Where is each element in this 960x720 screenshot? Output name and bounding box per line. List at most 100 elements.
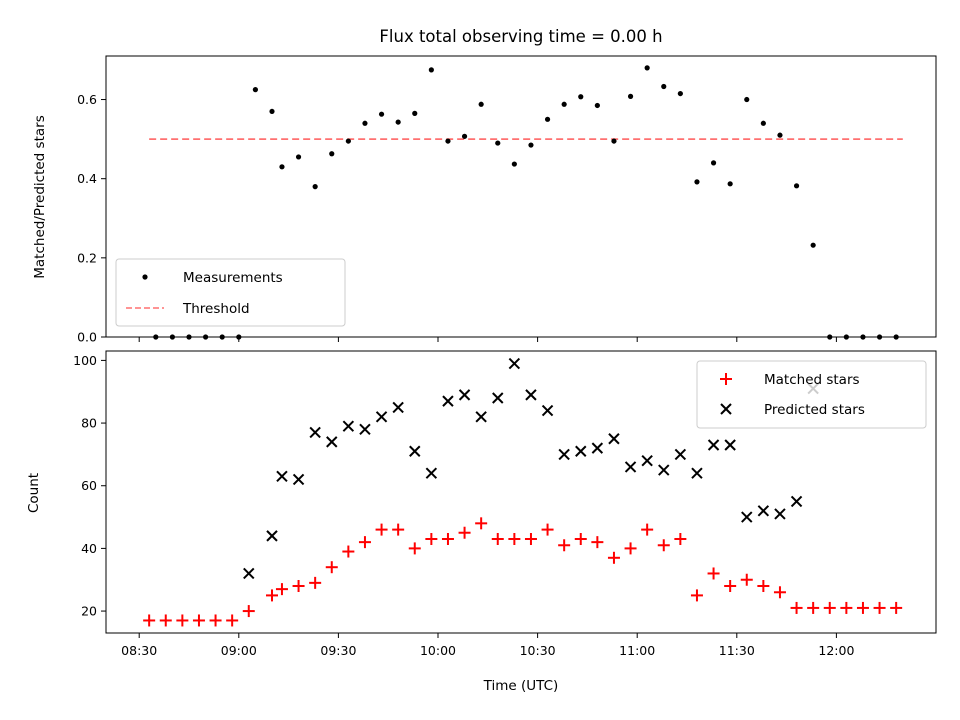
predicted-star-point [425, 467, 438, 479]
bottom-y-tick-label: 100 [73, 353, 97, 368]
measurement-point [295, 154, 302, 160]
matched-star-point [890, 601, 903, 614]
predicted-star-point [276, 470, 288, 483]
measurement-point [495, 140, 501, 146]
measurement-point [461, 133, 468, 139]
matched-stars-series [143, 517, 903, 627]
measurement-point [345, 138, 351, 144]
matched-star-point [690, 589, 703, 602]
top-y-axis: 0.0 0.2 0.4 0.6 [77, 92, 106, 345]
predicted-star-point [442, 395, 454, 407]
matched-star-point [375, 523, 388, 536]
matched-star-point [266, 589, 278, 602]
matched-star-point [873, 601, 886, 614]
measurement-point [329, 151, 335, 157]
bottom-x-tick-label: 09:00 [221, 643, 257, 658]
measurement-point [561, 101, 567, 107]
measurement-point [169, 334, 175, 340]
measurement-point [252, 87, 258, 93]
predicted-star-point [492, 392, 504, 404]
matched-star-point [458, 526, 471, 539]
predicted-star-point [309, 426, 321, 439]
predicted-star-point [375, 411, 388, 423]
matched-star-point [325, 561, 338, 574]
measurement-point [860, 334, 866, 340]
predicted-star-point [525, 389, 537, 401]
measurement-point [876, 334, 883, 340]
matched-star-point [475, 517, 488, 530]
predicted-star-point [608, 433, 620, 445]
legend-matched-label: Matched stars [764, 372, 860, 388]
predicted-star-point [326, 436, 338, 448]
measurement-point [644, 65, 650, 71]
matched-star-point [226, 614, 239, 627]
measurement-point [362, 120, 368, 126]
measurement-point [219, 334, 225, 340]
matched-star-point [176, 614, 189, 627]
bottom-x-tick-label: 10:00 [420, 643, 456, 658]
bottom-x-tick-label: 10:30 [520, 643, 556, 658]
predicted-star-point [624, 461, 637, 473]
measurement-point [793, 183, 800, 189]
matched-star-point [275, 583, 288, 596]
measurement-point [279, 164, 285, 170]
matched-star-point [574, 533, 587, 545]
matched-star-point [242, 605, 255, 618]
measurement-point [611, 138, 617, 144]
predicted-star-point [243, 567, 255, 580]
top-y-tick-label: 0.0 [77, 330, 97, 345]
measurement-point [594, 102, 600, 109]
matched-star-point [707, 567, 720, 580]
x-axis-label: Time (UTC) [483, 678, 559, 694]
matched-star-point [807, 601, 820, 614]
predicted-star-point [741, 511, 753, 523]
legend-threshold-label: Threshold [182, 301, 250, 317]
matched-star-point [541, 523, 554, 536]
matched-star-point [408, 542, 421, 555]
matched-star-point [840, 601, 853, 614]
top-panel-frame [105, 55, 937, 338]
matched-star-point [607, 551, 620, 564]
matched-star-point [441, 533, 454, 545]
measurement-point [893, 334, 899, 340]
legend-measurements-marker [142, 274, 148, 280]
matched-star-point [740, 573, 753, 586]
measurement-point [445, 138, 451, 144]
matched-star-point [143, 614, 156, 627]
matched-star-point [790, 601, 803, 614]
top-legend-box [115, 258, 346, 327]
legend-measurements-label: Measurements [183, 270, 283, 286]
bottom-legend: Matched stars Predicted stars [696, 360, 927, 429]
measurement-point [810, 242, 816, 248]
matched-star-point [159, 614, 172, 627]
bottom-x-tick-label: 11:30 [719, 643, 755, 658]
predicted-star-point [558, 448, 570, 461]
top-legend: Measurements Threshold [115, 258, 346, 327]
predicted-star-point [641, 454, 653, 467]
measurement-point [511, 161, 517, 167]
bottom-x-tick-label: 08:30 [121, 643, 157, 658]
top-y-tick-label: 0.4 [77, 171, 97, 186]
measurement-point [843, 334, 849, 340]
matched-star-point [591, 536, 604, 549]
predicted-star-point [392, 401, 404, 414]
measurement-point [395, 119, 401, 125]
bottom-x-tick-label: 11:00 [619, 643, 655, 658]
legend-predicted-label: Predicted stars [764, 402, 865, 418]
matched-star-point [524, 533, 537, 545]
bottom-y-tick-label: 60 [81, 478, 97, 493]
chart-title: Flux total observing time = 0.00 h [379, 27, 662, 46]
predicted-star-point [790, 495, 803, 508]
predicted-star-point [475, 411, 487, 423]
matched-star-point [823, 601, 836, 614]
matched-star-point [342, 545, 355, 558]
predicted-star-point [458, 389, 471, 401]
matched-star-point [292, 580, 305, 592]
matched-star-point [657, 539, 670, 552]
bottom-y-axis: 20 40 60 80 100 [73, 353, 106, 619]
matched-star-point [192, 614, 205, 627]
measurement-point [528, 142, 534, 148]
measurement-point [661, 83, 667, 90]
bottom-y-axis-label: Count [26, 473, 42, 513]
